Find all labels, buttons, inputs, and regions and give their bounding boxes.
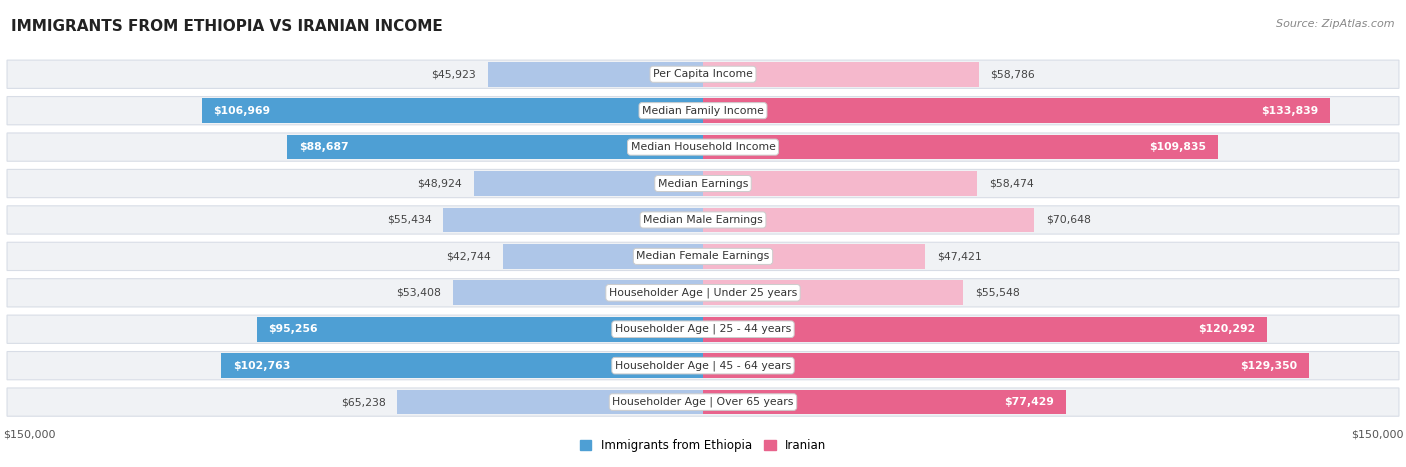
Text: IMMIGRANTS FROM ETHIOPIA VS IRANIAN INCOME: IMMIGRANTS FROM ETHIOPIA VS IRANIAN INCO…	[11, 19, 443, 34]
Text: Source: ZipAtlas.com: Source: ZipAtlas.com	[1277, 19, 1395, 28]
FancyBboxPatch shape	[488, 62, 703, 87]
FancyBboxPatch shape	[287, 134, 703, 160]
FancyBboxPatch shape	[703, 317, 1267, 342]
FancyBboxPatch shape	[221, 353, 703, 378]
FancyBboxPatch shape	[453, 280, 703, 305]
Text: Householder Age | 45 - 64 years: Householder Age | 45 - 64 years	[614, 361, 792, 371]
FancyBboxPatch shape	[7, 242, 1399, 270]
FancyBboxPatch shape	[256, 317, 703, 342]
FancyBboxPatch shape	[7, 60, 1399, 88]
FancyBboxPatch shape	[703, 134, 1218, 160]
FancyBboxPatch shape	[703, 244, 925, 269]
Text: Median Female Earnings: Median Female Earnings	[637, 251, 769, 262]
FancyBboxPatch shape	[7, 388, 1399, 416]
Text: $58,786: $58,786	[990, 69, 1035, 79]
FancyBboxPatch shape	[703, 280, 963, 305]
Text: $42,744: $42,744	[446, 251, 491, 262]
Text: $58,474: $58,474	[988, 178, 1033, 189]
Text: Median Household Income: Median Household Income	[630, 142, 776, 152]
Text: $129,350: $129,350	[1240, 361, 1298, 371]
FancyBboxPatch shape	[474, 171, 703, 196]
FancyBboxPatch shape	[7, 133, 1399, 161]
Text: Householder Age | Under 25 years: Householder Age | Under 25 years	[609, 288, 797, 298]
FancyBboxPatch shape	[503, 244, 703, 269]
Text: $95,256: $95,256	[269, 324, 318, 334]
Text: $65,238: $65,238	[340, 397, 385, 407]
FancyBboxPatch shape	[7, 352, 1399, 380]
FancyBboxPatch shape	[703, 98, 1330, 123]
FancyBboxPatch shape	[703, 171, 977, 196]
Legend: Immigrants from Ethiopia, Iranian: Immigrants from Ethiopia, Iranian	[575, 434, 831, 456]
FancyBboxPatch shape	[7, 279, 1399, 307]
Text: Householder Age | 25 - 44 years: Householder Age | 25 - 44 years	[614, 324, 792, 334]
Text: $55,434: $55,434	[387, 215, 432, 225]
Text: Median Earnings: Median Earnings	[658, 178, 748, 189]
FancyBboxPatch shape	[703, 207, 1033, 233]
FancyBboxPatch shape	[703, 389, 1066, 415]
Text: $55,548: $55,548	[974, 288, 1019, 298]
Text: $53,408: $53,408	[396, 288, 441, 298]
Text: Per Capita Income: Per Capita Income	[652, 69, 754, 79]
Text: $150,000: $150,000	[3, 429, 55, 439]
Text: $45,923: $45,923	[432, 69, 477, 79]
Text: $120,292: $120,292	[1198, 324, 1256, 334]
Text: $47,421: $47,421	[936, 251, 981, 262]
FancyBboxPatch shape	[7, 206, 1399, 234]
Text: $109,835: $109,835	[1149, 142, 1206, 152]
Text: $77,429: $77,429	[1004, 397, 1054, 407]
FancyBboxPatch shape	[703, 353, 1309, 378]
Text: Householder Age | Over 65 years: Householder Age | Over 65 years	[612, 397, 794, 407]
Text: $48,924: $48,924	[418, 178, 463, 189]
FancyBboxPatch shape	[7, 170, 1399, 198]
Text: $102,763: $102,763	[233, 361, 291, 371]
Text: Median Family Income: Median Family Income	[643, 106, 763, 116]
FancyBboxPatch shape	[201, 98, 703, 123]
Text: $88,687: $88,687	[299, 142, 349, 152]
Text: $133,839: $133,839	[1261, 106, 1319, 116]
FancyBboxPatch shape	[443, 207, 703, 233]
Text: $106,969: $106,969	[214, 106, 270, 116]
FancyBboxPatch shape	[703, 62, 979, 87]
FancyBboxPatch shape	[7, 97, 1399, 125]
FancyBboxPatch shape	[398, 389, 703, 415]
Text: $150,000: $150,000	[1351, 429, 1403, 439]
FancyBboxPatch shape	[7, 315, 1399, 343]
Text: Median Male Earnings: Median Male Earnings	[643, 215, 763, 225]
Text: $70,648: $70,648	[1046, 215, 1091, 225]
